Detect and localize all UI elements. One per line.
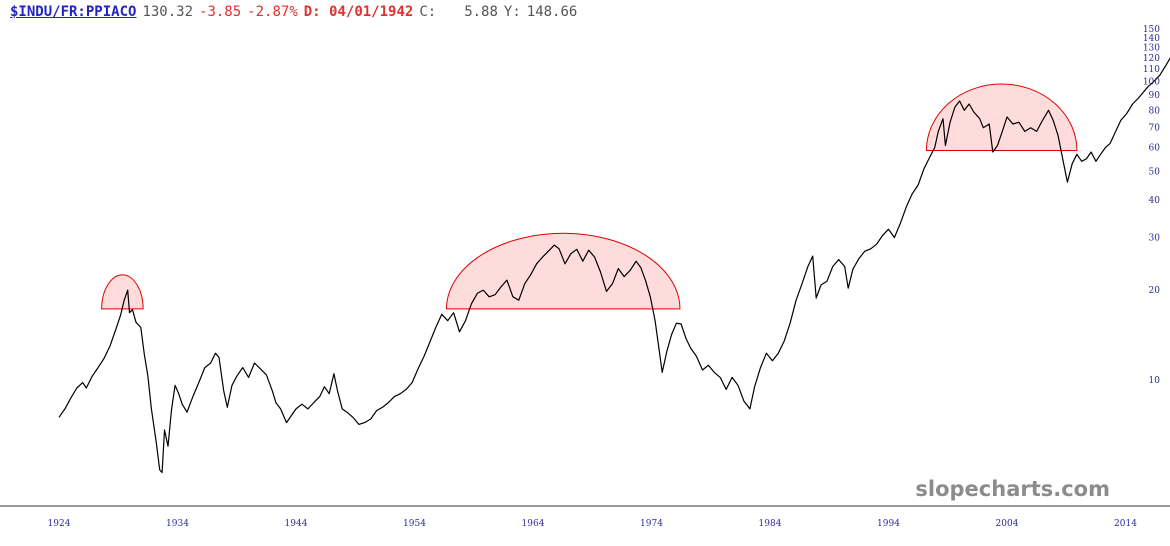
watermark: slopecharts.com (915, 477, 1110, 501)
x-axis: 1924 1934 1944 1954 1964 1974 1984 1994 2004 2014 (48, 519, 1138, 529)
y-tick-label: 80 (1149, 106, 1161, 116)
y-tick-label: 100 (1143, 77, 1160, 87)
price-series-line (58, 57, 1170, 474)
highlight-dome-1 (101, 274, 144, 310)
y-tick-label: 140 (1143, 34, 1160, 44)
close-label: C: (419, 4, 437, 20)
x-tick-label: 1924 (48, 519, 71, 529)
chart-header: $INDU/FR:PPIACO 130.32 -3.85 -2.87% D: 04/01… (10, 4, 583, 20)
symbol-link[interactable]: $INDU/FR:PPIACO (10, 4, 137, 20)
y-tick-label: 20 (1149, 286, 1161, 296)
y-tick-label: 90 (1149, 91, 1161, 101)
highlight-dome-2 (445, 233, 681, 310)
x-tick-label: 1954 (403, 519, 426, 529)
y-tick-label: 30 (1149, 234, 1161, 244)
x-tick-label: 1944 (285, 519, 308, 529)
x-tick-label: 1934 (166, 519, 189, 529)
y-tick-label: 120 (1143, 54, 1160, 64)
x-tick-label: 1974 (640, 519, 663, 529)
last-value: 130.32 (142, 4, 194, 20)
y-tick-label: 110 (1143, 65, 1160, 75)
y-tick-label: 60 (1149, 144, 1161, 154)
series-layer (58, 57, 1170, 474)
x-tick-label: 1984 (759, 519, 782, 529)
change-value: -3.85 (199, 4, 242, 20)
x-tick-label: 2014 (1114, 519, 1137, 529)
y-tick-label: 10 (1149, 376, 1161, 386)
y-tick-label: 40 (1149, 196, 1161, 206)
highlight-dome-3 (925, 83, 1078, 151)
annotation-layer (101, 83, 1078, 310)
x-tick-label: 1964 (522, 519, 545, 529)
change-percent: -2.87% (247, 4, 298, 20)
y-tick-label: 70 (1149, 124, 1161, 134)
x-tick-label: 2004 (996, 519, 1019, 529)
date-readout: D: 04/01/1942 (303, 4, 414, 20)
y-label: Y: (503, 4, 521, 20)
y-tick-label: 150 (1143, 25, 1160, 35)
close-value: 5.88 (464, 4, 498, 20)
x-tick-label: 1994 (877, 519, 900, 529)
y-tick-label: 50 (1149, 167, 1161, 177)
y-value: 148.66 (526, 4, 578, 20)
y-tick-label: 130 (1143, 43, 1160, 53)
